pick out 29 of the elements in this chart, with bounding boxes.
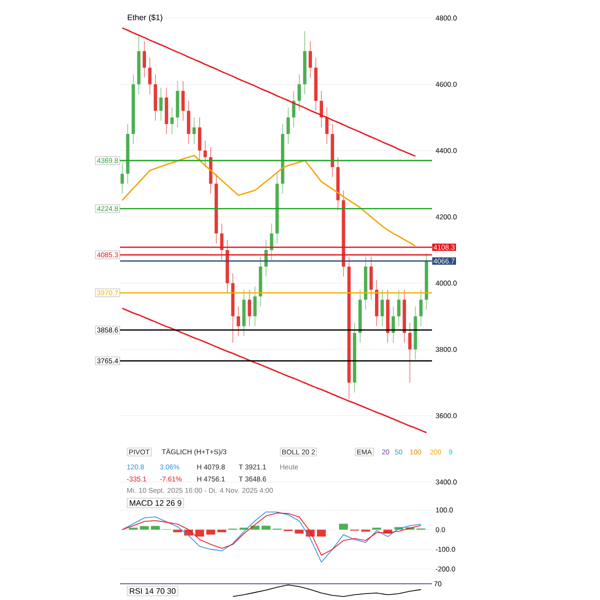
candlestick [181,80,185,121]
candlestick [369,256,373,300]
candlestick [419,290,423,326]
candlestick [392,306,395,344]
candlestick [198,117,202,161]
candlestick [220,223,224,260]
candlestick [192,117,196,144]
candlestick [148,58,152,94]
candlestick [236,306,240,336]
candlestick [380,290,384,326]
candlestick [408,322,412,383]
candlestick [186,100,190,144]
candlestick [142,40,146,78]
candlestick [253,286,257,326]
candlestick [292,90,296,128]
candlestick [286,107,290,144]
candlestick [204,140,207,168]
candlestick [308,40,312,78]
chart-title: RSI 14 70 30 [130,588,176,594]
candlestick [248,290,252,326]
candlestick [325,107,329,144]
candlestick [159,87,163,121]
candlestick [120,164,124,194]
candlestick [320,90,324,128]
candlestick [397,290,400,326]
chart-title: MACD 12 26 9 [130,500,182,506]
candlestick [298,74,301,112]
line-series [122,512,422,556]
chart-title: Ether ($1) [128,14,162,22]
